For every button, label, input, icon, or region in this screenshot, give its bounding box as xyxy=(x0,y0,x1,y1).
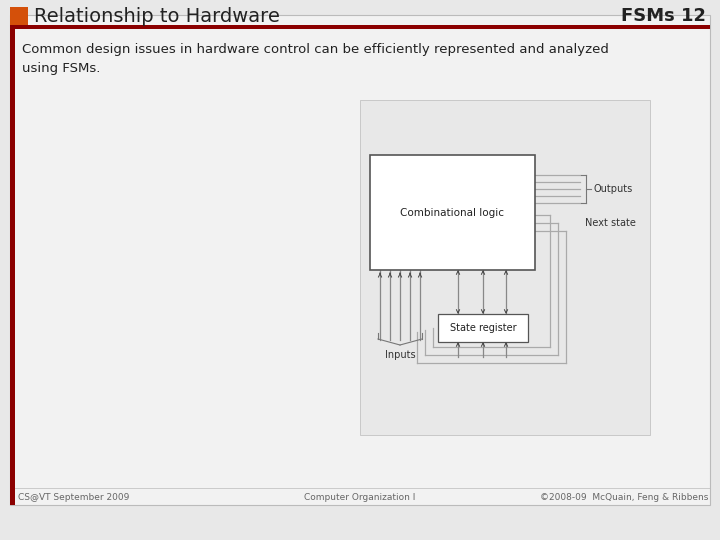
Text: Outputs: Outputs xyxy=(594,184,634,194)
Text: FSMs 12: FSMs 12 xyxy=(621,7,706,25)
Text: Combinational logic: Combinational logic xyxy=(400,207,505,218)
Text: Common design issues in hardware control can be efficiently represented and anal: Common design issues in hardware control… xyxy=(22,43,609,75)
Bar xyxy=(10,29,15,505)
Bar xyxy=(10,25,710,29)
Bar xyxy=(438,314,528,342)
Bar xyxy=(370,155,535,270)
Text: State register: State register xyxy=(450,323,516,333)
Text: Inputs: Inputs xyxy=(384,350,415,360)
Text: Computer Organization I: Computer Organization I xyxy=(305,492,415,502)
Text: CS@VT September 2009: CS@VT September 2009 xyxy=(18,492,130,502)
Text: Next state: Next state xyxy=(585,218,636,228)
Bar xyxy=(360,100,650,435)
Text: Relationship to Hardware: Relationship to Hardware xyxy=(34,6,280,25)
Text: ©2008-09  McQuain, Feng & Ribbens: ©2008-09 McQuain, Feng & Ribbens xyxy=(539,492,708,502)
Bar xyxy=(10,7,28,25)
